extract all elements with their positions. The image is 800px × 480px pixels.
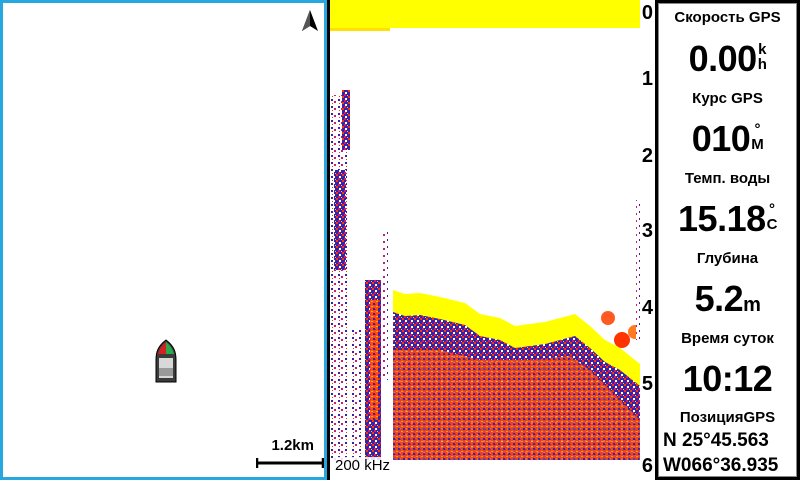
position-longitude[interactable]: W066°36.935 xyxy=(663,455,779,476)
sonar-frequency-label: 200 kHz xyxy=(333,457,393,474)
depth-tick-0: 0 xyxy=(641,2,653,24)
time-value: 10:12 xyxy=(682,358,773,399)
water-temp-label: Темп. воды xyxy=(684,170,771,187)
water-temp-field[interactable]: 15.18 ° C xyxy=(659,198,796,240)
course-unit: ° M xyxy=(751,121,764,153)
data-fields-panel: Скорость GPS 0.00 k h Курс GPS 010 ° M Темп.… xyxy=(655,0,800,480)
north-arrow-icon xyxy=(302,10,318,31)
depth-value: 5.2 xyxy=(694,278,744,319)
depth-label: Глубина xyxy=(696,250,759,267)
sonar-pane[interactable]: 200 kHz 0 1 2 3 4 5 6 xyxy=(330,0,655,480)
depth-tick-1: 1 xyxy=(641,68,653,90)
surface-band xyxy=(330,0,640,28)
depth-tick-2: 2 xyxy=(641,145,653,167)
boat-icon xyxy=(155,339,177,383)
course-value: 010 xyxy=(691,118,751,159)
depth-tick-5: 5 xyxy=(641,373,653,395)
speed-label: Скорость GPS xyxy=(674,9,781,26)
depth-field[interactable]: 5.2m xyxy=(659,278,796,320)
time-label: Время суток xyxy=(681,330,774,347)
bottom-return-line xyxy=(393,290,655,386)
map-pane[interactable]: 1.2km xyxy=(0,0,327,480)
speed-field[interactable]: 0.00 k h xyxy=(659,38,796,80)
left-clutter xyxy=(330,95,348,465)
position-label: ПозицияGPS xyxy=(679,409,776,426)
depth-tick-3: 3 xyxy=(641,220,653,242)
depth-tick-6: 6 xyxy=(641,455,653,477)
sonar-echogram xyxy=(330,0,655,480)
depth-unit: m xyxy=(743,294,761,316)
water-temp-unit: ° C xyxy=(766,201,778,233)
course-label: Курс GPS xyxy=(692,90,763,107)
course-field[interactable]: 010 ° M xyxy=(659,118,796,160)
speed-value: 0.00 xyxy=(688,38,758,79)
map-scale-label: 1.2km xyxy=(271,437,314,454)
position-latitude[interactable]: N 25°45.563 xyxy=(663,430,769,451)
data-fields-inner: Скорость GPS 0.00 k h Курс GPS 010 ° M Темп.… xyxy=(658,3,797,477)
water-temp-value: 15.18 xyxy=(678,198,766,239)
time-field[interactable]: 10:12 xyxy=(659,358,796,400)
map-scale-bar xyxy=(256,458,324,468)
depth-tick-4: 4 xyxy=(641,297,653,319)
